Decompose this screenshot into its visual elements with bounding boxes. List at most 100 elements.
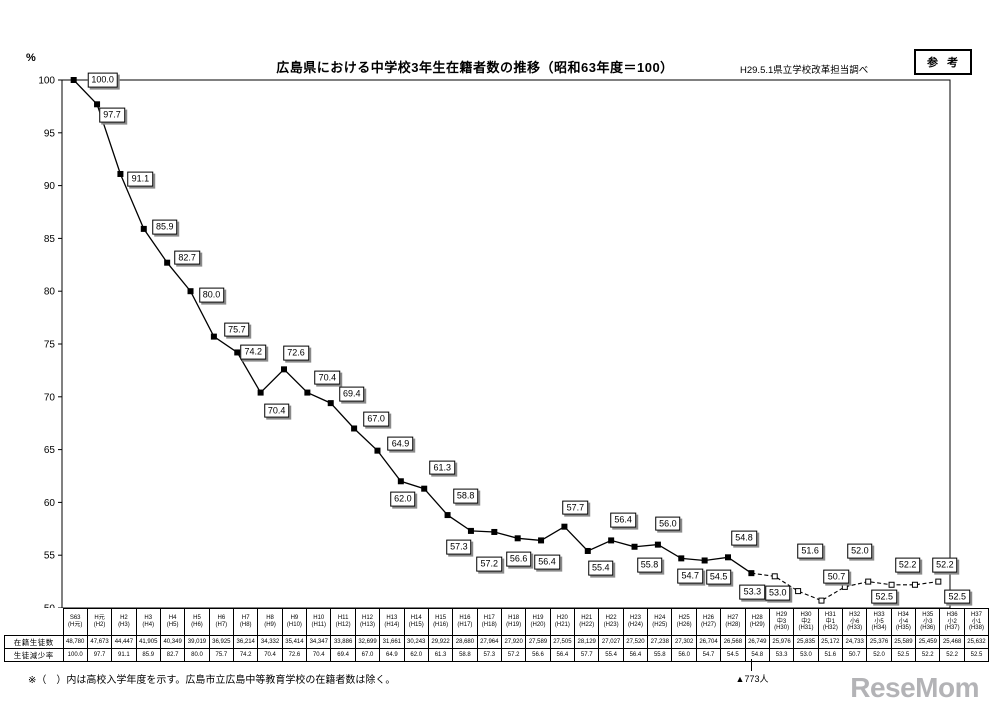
table-year-header-line: H37 <box>970 611 982 618</box>
table-cell: 35,414 <box>281 635 308 649</box>
table-year-header-line: H36 <box>946 611 958 618</box>
data-point-marker <box>351 425 358 432</box>
table-cell: 36,925 <box>208 635 235 649</box>
reference-badge: 参 考 <box>914 49 972 75</box>
table-year-header-line: H元 <box>94 615 105 622</box>
table-year-header: H27 (H28) <box>720 608 746 636</box>
table-cell: 24,733 <box>841 635 868 649</box>
data-point-marker <box>281 366 287 373</box>
table-year-header: H元 (H2) <box>86 608 113 636</box>
decrease-annotation: ▲773人 <box>735 674 769 684</box>
data-point-marker <box>187 288 194 295</box>
table-year-header: S63 (H元) <box>62 608 88 636</box>
table-year-header-line: H9 <box>290 615 299 622</box>
table-year-header: H36 小2 (H37) <box>939 608 965 636</box>
table-year-header-line: 小6 <box>850 618 860 625</box>
table-cell: 64.9 <box>379 648 405 662</box>
table-year-header-line: (H5) <box>166 622 179 628</box>
table-year-header: H10 (H11) <box>306 608 332 636</box>
table-year-header-line: (H23) <box>603 622 619 628</box>
data-point-marker <box>678 555 685 562</box>
data-point-marker <box>654 541 661 548</box>
table-year-header-line: (H21) <box>554 622 570 628</box>
table-year-header-line: (H34) <box>871 625 887 632</box>
table-cell: 67.0 <box>354 648 381 662</box>
table-cell: 74.2 <box>233 648 259 662</box>
table-year-header: H26 (H27) <box>695 608 722 636</box>
data-table: S63 (H元) H元 (H2) H2 (H3) H3 (H4) H4 (H5) H5 (H6) H6(… <box>4 608 989 662</box>
table-year-header-line: (H4) <box>142 622 155 628</box>
table-year-header-line: H4 <box>168 615 177 622</box>
table-year-header-line: 小3 <box>923 618 933 625</box>
data-point-marker <box>748 570 755 577</box>
table-cell: 75.7 <box>208 648 235 662</box>
table-year-header: H19 (H20) <box>525 608 551 636</box>
table-cell: 27,027 <box>598 635 624 649</box>
data-point-marker <box>865 578 872 585</box>
table-cell: 36,214 <box>233 635 259 649</box>
table-year-header-line: (H2) <box>93 622 106 628</box>
table-cell: 56.4 <box>549 648 576 662</box>
data-point-marker <box>538 537 545 544</box>
table-year-header-line: H34 <box>897 611 909 618</box>
y-tick-label: 70 <box>44 392 56 403</box>
data-point-marker <box>374 447 381 454</box>
table-cell: 32,699 <box>354 635 381 649</box>
data-point-marker <box>140 225 147 232</box>
table-year-header: H18 (H19) <box>500 608 527 636</box>
table-year-header-line: H29 <box>776 611 788 618</box>
table-year-header: H7 (H8) <box>233 608 259 636</box>
table-year-header-line: (H36) <box>920 625 936 632</box>
table-year-header-line: 中1 <box>825 618 835 625</box>
table-cell: 25,468 <box>939 635 965 649</box>
table-year-header-line: (H33) <box>847 625 863 632</box>
table-cell: 26,749 <box>744 635 770 649</box>
table-year-header-line: H27 <box>727 615 739 622</box>
table-cell: 52.0 <box>866 648 892 662</box>
source-note: H29.5.1県立学校改革担当調べ <box>740 65 869 76</box>
table-year-header-line: H14 <box>410 615 422 622</box>
table-year-header: H30 中2 (H31) <box>793 608 819 636</box>
table-cell: 91.1 <box>111 648 137 662</box>
table-cell: 50.7 <box>841 648 868 662</box>
table-year-header-line: H2 <box>120 615 128 622</box>
data-point-marker <box>327 400 334 407</box>
table-cell: 25,376 <box>866 635 892 649</box>
table-cell: 54.5 <box>720 648 746 662</box>
data-point-marker <box>304 389 311 396</box>
table-year-header-line: (H18) <box>481 622 497 628</box>
table-year-header-line: (H15) <box>408 622 424 628</box>
y-tick-label: 95 <box>44 128 56 139</box>
series-line-projected <box>751 572 939 602</box>
table-year-header-line: S63 <box>69 615 81 622</box>
table-cell: 72.6 <box>281 648 308 662</box>
reference-badge-label: 参 考 <box>926 57 962 69</box>
table-cell: 56.0 <box>671 648 697 662</box>
data-point-marker <box>561 523 568 530</box>
table-year-header: H35 小3 (H36) <box>915 608 941 636</box>
data-point-marker <box>514 535 521 542</box>
table-cell: 27,920 <box>500 635 527 649</box>
table-year-header-line: H24 <box>654 615 666 622</box>
table-corner-cell <box>5 609 64 636</box>
table-cell: 28,680 <box>452 635 478 649</box>
table-year-header: H20 (H21) <box>549 608 576 636</box>
table-year-header: H12 (H13) <box>354 608 381 636</box>
table-year-header: H14 (H15) <box>403 608 429 636</box>
table-row: 在籍生徒数 48,780 47,673 44,447 41,905 40,349 39,01… <box>4 635 989 649</box>
table-cell: 100.0 <box>62 648 88 662</box>
data-point-marker <box>491 528 498 535</box>
table-cell: 27,520 <box>622 635 649 649</box>
table-year-header-line: H19 <box>532 615 544 622</box>
data-point-marker <box>725 554 731 561</box>
table-cell: 52.2 <box>939 648 965 662</box>
table-year-header-line: H31 <box>824 611 836 618</box>
table-cell: 54.7 <box>695 648 722 662</box>
table-year-header-line: (H35) <box>895 625 911 632</box>
table-year-header-line: H20 <box>556 615 568 622</box>
table-cell: 56.6 <box>525 648 551 662</box>
table-year-header-line: 中2 <box>801 618 811 625</box>
table-year-header-line: (H22) <box>579 622 595 628</box>
table-header-row: S63 (H元) H元 (H2) H2 (H3) H3 (H4) H4 (H5) H5 (H6) H6(… <box>5 608 989 636</box>
